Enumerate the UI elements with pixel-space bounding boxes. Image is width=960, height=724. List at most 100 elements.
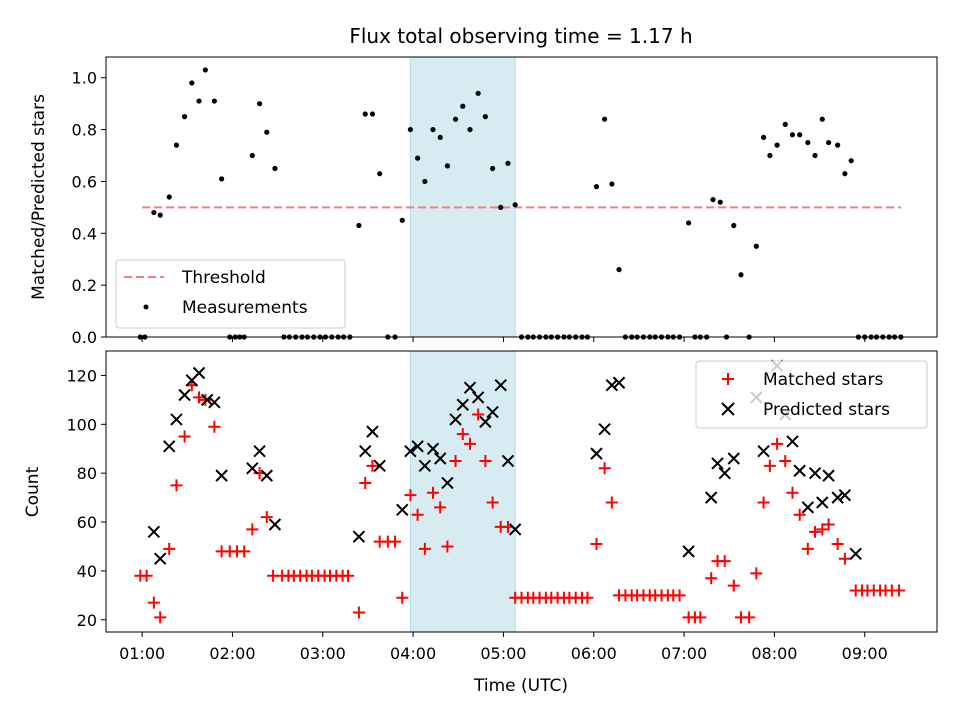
top-y-axis-label: Matched/Predicted stars xyxy=(29,94,49,300)
predicted-star-point xyxy=(598,422,611,436)
top-legend-box xyxy=(115,259,346,329)
predicted-star-point xyxy=(260,469,273,482)
matched-star-point xyxy=(456,428,469,441)
top-legend: Threshold Measurements xyxy=(115,259,346,329)
measurement-point xyxy=(812,152,818,159)
predicted-star-point xyxy=(147,525,161,539)
x-tick-label: 02:00 xyxy=(209,644,255,663)
bottom-legend: Matched stars Predicted stars xyxy=(695,360,928,429)
bottom-panel: 20 40 60 80 100 120 01:00 02:00 03:00 04:00 05:00… xyxy=(23,350,938,696)
x-tick-label: 05:00 xyxy=(480,644,526,663)
matched-star-point xyxy=(809,525,822,538)
predicted-star-point xyxy=(426,442,440,455)
matched-star-point xyxy=(147,596,160,609)
measurement-point xyxy=(272,165,278,172)
x-tick-label: 04:00 xyxy=(390,644,436,663)
measurement-point xyxy=(826,139,832,146)
predicted-star-point xyxy=(268,518,282,531)
predicted-star-point xyxy=(246,462,259,475)
x-tick-label: 01:00 xyxy=(119,644,165,663)
matched-star-point xyxy=(793,508,806,521)
measurement-point xyxy=(512,202,518,208)
predicted-star-point xyxy=(456,398,469,411)
predicted-star-point xyxy=(215,469,228,482)
measurement-point xyxy=(173,142,180,148)
measurement-point xyxy=(166,194,172,200)
measurement-point xyxy=(151,209,157,216)
matched-star-point xyxy=(199,393,212,406)
measurement-point xyxy=(731,222,737,229)
measurement-point xyxy=(181,114,188,120)
predicted-star-point xyxy=(816,496,829,509)
measurement-point xyxy=(407,126,413,133)
predicted-star-point xyxy=(192,366,206,380)
bottom-y-tick-label: 80 xyxy=(77,464,97,483)
legend-predicted-label: Predicted stars xyxy=(763,400,890,420)
measurement-point xyxy=(717,199,723,205)
measurement-point xyxy=(753,243,759,249)
measurement-point xyxy=(782,121,788,128)
measurement-point xyxy=(219,176,225,182)
top-y-tick-label: 0.6 xyxy=(72,172,97,191)
measurement-point xyxy=(377,171,383,177)
measurement-point xyxy=(789,132,796,138)
predicted-star-point xyxy=(612,376,626,389)
measurement-point xyxy=(264,129,270,135)
measurement-point xyxy=(437,134,443,140)
bottom-legend-box xyxy=(695,360,928,429)
matched-star-point xyxy=(449,454,462,467)
matched-star-point xyxy=(366,459,379,472)
measurement-point xyxy=(489,165,496,172)
top-x-ticks xyxy=(141,337,866,342)
measurement-point xyxy=(797,132,803,138)
predicted-star-point xyxy=(352,530,366,543)
predicted-star-point xyxy=(605,379,619,392)
measurement-point xyxy=(498,204,504,210)
predicted-star-point xyxy=(253,444,266,458)
measurement-point xyxy=(819,116,825,122)
predicted-star-point xyxy=(479,415,492,429)
measurement-point xyxy=(452,116,459,122)
legend-threshold-label: Threshold xyxy=(181,268,266,288)
predicted-star-point xyxy=(501,454,515,468)
matched-star-point xyxy=(486,496,499,509)
predicted-star-point xyxy=(441,476,454,490)
matched-star-point xyxy=(598,462,611,475)
predicted-star-point xyxy=(838,488,852,502)
matched-star-point xyxy=(786,486,799,499)
predicted-star-point xyxy=(208,396,221,409)
predicted-star-point xyxy=(178,388,191,402)
matched-star-point xyxy=(464,437,477,450)
measurement-point xyxy=(369,111,376,117)
x-tick-label: 08:00 xyxy=(751,644,797,663)
measurement-point xyxy=(356,222,362,229)
measurement-points xyxy=(137,67,904,340)
predicted-star-point xyxy=(508,523,522,536)
measurement-point xyxy=(774,142,780,148)
predicted-star-point xyxy=(170,413,183,426)
top-y-tick-label: 0.2 xyxy=(72,276,97,295)
measurement-point xyxy=(211,98,217,104)
predicted-star-point xyxy=(404,444,417,458)
matched-star-point xyxy=(673,589,686,602)
predicted-star-point xyxy=(463,381,477,394)
matched-star-point xyxy=(342,569,355,582)
matched-star-point xyxy=(434,501,447,514)
measurement-point xyxy=(256,101,263,107)
measurement-point xyxy=(842,171,848,177)
predicted-star-point xyxy=(718,466,731,480)
measurement-point xyxy=(835,142,841,148)
matched-star-point xyxy=(163,542,176,555)
matched-star-point xyxy=(590,538,603,551)
top-y-tick-label: 1.0 xyxy=(72,69,97,88)
x-axis-label: Time (UTC) xyxy=(473,676,568,696)
top-axes-frame xyxy=(105,56,938,338)
matched-star-point xyxy=(763,459,776,472)
matched-star-point xyxy=(822,518,835,531)
predicted-star-point xyxy=(786,435,799,448)
predicted-star-point xyxy=(793,464,806,477)
predicted-star-point xyxy=(849,547,862,561)
measurement-point xyxy=(415,155,421,161)
measurement-point xyxy=(760,134,767,140)
matched-star-point xyxy=(727,579,740,592)
